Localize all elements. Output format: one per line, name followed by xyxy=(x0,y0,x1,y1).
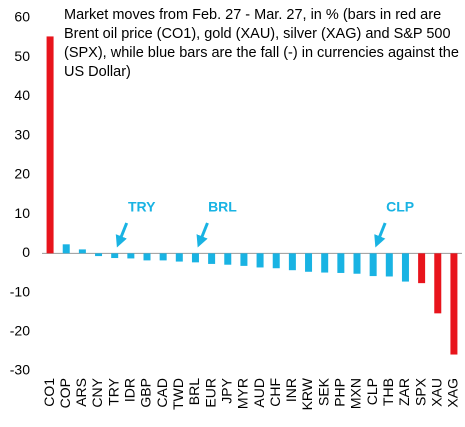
y-tick-label: -30 xyxy=(10,362,30,378)
x-tick-label: CHF xyxy=(267,378,283,407)
x-tick-label: MYR xyxy=(235,378,251,409)
x-tick-label: IDR xyxy=(122,378,138,402)
x-tick-label: CO1 xyxy=(41,378,57,407)
bar xyxy=(46,36,54,254)
bar xyxy=(143,253,151,261)
y-tick-label: 0 xyxy=(22,244,30,260)
annotation-arrow xyxy=(196,222,209,248)
bar xyxy=(401,253,409,282)
bar xyxy=(321,253,329,273)
bar xyxy=(208,253,216,264)
x-tick-label: SPX xyxy=(412,377,428,406)
chart-title: Market moves from Feb. 27 - Mar. 27, in … xyxy=(64,7,459,80)
bar xyxy=(337,253,345,273)
annotation: BRL xyxy=(208,199,237,215)
x-tick-label: KRW xyxy=(299,377,315,410)
y-tick-label: -10 xyxy=(10,283,30,299)
bar xyxy=(305,253,313,272)
x-tick-label: JPY xyxy=(218,377,234,403)
bar xyxy=(224,253,232,265)
annotation: TRY xyxy=(128,199,156,215)
y-tick-label: 50 xyxy=(14,48,30,64)
y-tick-label: 20 xyxy=(14,166,30,182)
x-tick-label: MXN xyxy=(348,378,364,409)
bar xyxy=(175,253,183,262)
x-tick-label: TRY xyxy=(105,377,121,405)
bar xyxy=(240,253,248,266)
bar xyxy=(78,249,86,254)
bar xyxy=(256,253,264,268)
annotation-arrow xyxy=(115,222,129,248)
bar xyxy=(418,253,426,284)
y-tick-label: 40 xyxy=(14,87,30,103)
bar xyxy=(369,253,377,277)
y-tick-label: 60 xyxy=(14,9,30,25)
x-tick-label: CAD xyxy=(154,378,170,408)
x-tick-label: BRL xyxy=(186,378,202,405)
bar xyxy=(288,253,296,271)
x-tick-label: COP xyxy=(57,378,73,408)
bar xyxy=(272,253,280,269)
bar xyxy=(127,253,135,259)
annotation: CLP xyxy=(386,199,414,215)
x-tick-label: PHP xyxy=(332,378,348,407)
x-tick-label: SEK xyxy=(315,377,331,406)
x-tick-label: XAG xyxy=(445,378,461,408)
bar xyxy=(434,253,442,314)
x-tick-label: CLP xyxy=(364,378,380,405)
bar xyxy=(62,244,70,254)
bar xyxy=(385,253,393,277)
y-tick-label: -20 xyxy=(10,322,30,338)
y-tick-label: 30 xyxy=(14,126,30,142)
bar xyxy=(450,253,458,355)
annotation-arrow xyxy=(374,222,387,248)
x-tick-label: ARS xyxy=(73,378,89,407)
x-tick-label: XAU xyxy=(428,378,444,407)
x-tick-label: ZAR xyxy=(396,378,412,406)
x-tick-label: AUD xyxy=(251,378,267,408)
x-tick-label: TWD xyxy=(170,378,186,410)
x-tick-label: GBP xyxy=(138,378,154,408)
bar xyxy=(353,253,361,274)
bar xyxy=(95,253,103,257)
y-tick-label: 10 xyxy=(14,205,30,221)
bar xyxy=(191,253,199,263)
bar xyxy=(159,253,167,261)
x-tick-label: THB xyxy=(380,378,396,406)
x-tick-label: INR xyxy=(283,378,299,402)
x-tick-label: EUR xyxy=(202,378,218,408)
x-tick-label: CNY xyxy=(89,377,105,407)
bar xyxy=(111,253,119,259)
